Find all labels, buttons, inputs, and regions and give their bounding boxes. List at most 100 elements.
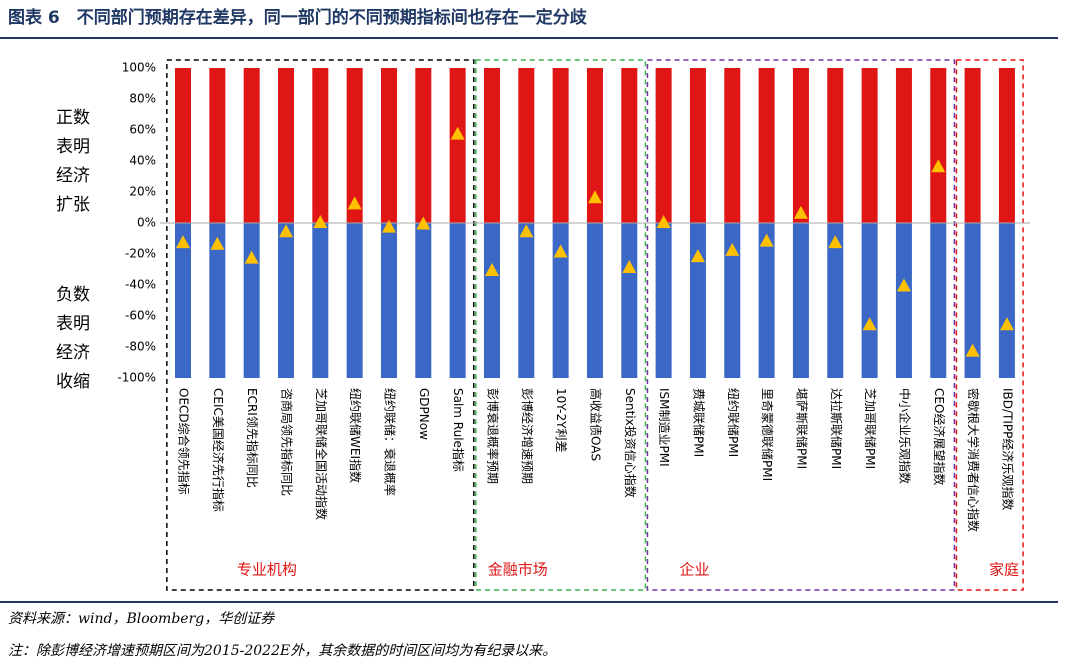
negative-bar (312, 223, 329, 378)
x-tick-label: CEO经济展望指数 (932, 388, 947, 485)
value-marker (484, 263, 499, 277)
value-marker (725, 242, 740, 256)
value-marker (553, 244, 568, 258)
value-marker (793, 205, 808, 219)
positive-bar (552, 68, 569, 223)
group-label: 家庭 (989, 561, 1019, 579)
positive-bar (861, 68, 878, 223)
value-marker (210, 236, 225, 250)
x-tick-label: 中小企业乐观指数 (897, 388, 912, 484)
x-tick-label: 彭博经济增速预期 (520, 388, 535, 484)
negative-bar (827, 223, 844, 378)
negative-bar (792, 223, 809, 378)
value-marker (347, 196, 362, 210)
positive-bar (312, 68, 329, 223)
negative-bar (724, 223, 741, 378)
negative-bar (552, 223, 569, 378)
positive-bar (792, 68, 809, 223)
x-tick-label: Salm Rule指标 (451, 388, 466, 472)
x-tick-label: 密歇根大学消费者信心指数 (966, 388, 981, 532)
value-marker (656, 215, 671, 228)
chart-title: 图表 6 不同部门预期存在差异，同一部门的不同预期指标间也存在一定分歧 (8, 7, 588, 28)
negative-bar (621, 223, 638, 378)
positive-bar (209, 68, 226, 223)
value-marker (862, 317, 877, 331)
negative-bar (518, 223, 535, 378)
negative-bar (895, 223, 912, 378)
negative-bar (277, 223, 294, 378)
value-marker (965, 343, 980, 357)
positive-bar (175, 68, 191, 223)
group-box (166, 59, 475, 591)
value-marker (690, 249, 705, 263)
x-tick-label: 达拉斯联储PMI (829, 388, 844, 469)
x-tick-label: 咨商局领先指标同比 (279, 388, 294, 496)
x-tick-label: CEIC美国经济先行指标 (211, 388, 226, 512)
negative-note: 负数表明经济收缩 (56, 285, 90, 392)
negative-bar (243, 223, 260, 378)
value-marker (931, 159, 946, 173)
y-tick-label: 0% (137, 216, 156, 230)
positive-bar (380, 68, 397, 223)
x-tick-label: 高收益债OAS (588, 388, 603, 461)
y-tick-label: 100% (122, 61, 156, 75)
y-tick-label: -100% (117, 371, 156, 385)
negative-bar (758, 223, 775, 378)
negative-bar (346, 223, 363, 378)
x-tick-label: 彭博衰退概率预期 (485, 388, 500, 484)
positive-bar (415, 68, 432, 223)
positive-bar (449, 68, 466, 223)
x-tick-label: GDPNow (417, 388, 431, 440)
x-tick-label: ECRI领先指标同比 (245, 388, 260, 488)
x-tick-label: 纽约联储：衰退概率 (382, 388, 397, 496)
x-tick-label: 里奇蒙德联储PMI (760, 388, 775, 481)
negative-bar (930, 223, 947, 378)
y-tick-label: 80% (129, 92, 156, 106)
negative-bar (415, 223, 432, 378)
x-tick-label: 芝加哥联储PMI (863, 388, 878, 469)
x-tick-label: OECD综合领先指标 (177, 388, 192, 495)
x-tick-label: Sentix投资信心指数 (623, 388, 638, 498)
positive-bar (895, 68, 912, 223)
x-tick-label: ISM制造业PMI (657, 388, 671, 467)
y-tick-label: 60% (129, 123, 156, 137)
footnote: 注：除彭博经济增速预期区间为2015-2022E外，其余数据的时间区间均为有纪录… (8, 643, 557, 659)
value-marker (313, 215, 328, 228)
positive-bar (930, 68, 947, 223)
value-marker (519, 224, 534, 238)
positive-bar (998, 68, 1015, 223)
value-marker (587, 190, 602, 204)
positive-bar (827, 68, 844, 223)
y-tick-label: -80% (125, 340, 156, 354)
value-marker (416, 216, 431, 230)
negative-bar (861, 223, 878, 378)
y-tick-label: 20% (129, 185, 156, 199)
positive-bar (586, 68, 603, 223)
negative-bar (175, 223, 191, 378)
group-box (955, 59, 1024, 591)
positive-bar (758, 68, 775, 223)
positive-bar (483, 68, 500, 223)
x-tick-label: 芝加哥联储全国活动指数 (314, 388, 329, 520)
value-marker (450, 126, 465, 140)
value-marker (278, 224, 293, 238)
negative-bar (586, 223, 603, 378)
value-marker (244, 250, 259, 264)
positive-bar (277, 68, 294, 223)
source: 资料来源：wind，Bloomberg，华创证券 (8, 611, 275, 627)
y-tick-label: -40% (125, 278, 156, 292)
y-tick-label: -20% (125, 247, 156, 261)
y-tick-label: -60% (125, 309, 156, 323)
x-tick-label: 费城联储PMI (691, 388, 706, 457)
value-marker (896, 278, 911, 292)
positive-bar (689, 68, 706, 223)
group-label: 金融市场 (488, 561, 548, 579)
positive-bar (621, 68, 638, 223)
value-marker (999, 317, 1014, 331)
x-tick-label: 堪萨斯联储PMI (794, 388, 809, 469)
x-tick-label: 纽约联储PMI (726, 388, 741, 457)
negative-bar (964, 223, 981, 378)
negative-bar (655, 223, 672, 378)
